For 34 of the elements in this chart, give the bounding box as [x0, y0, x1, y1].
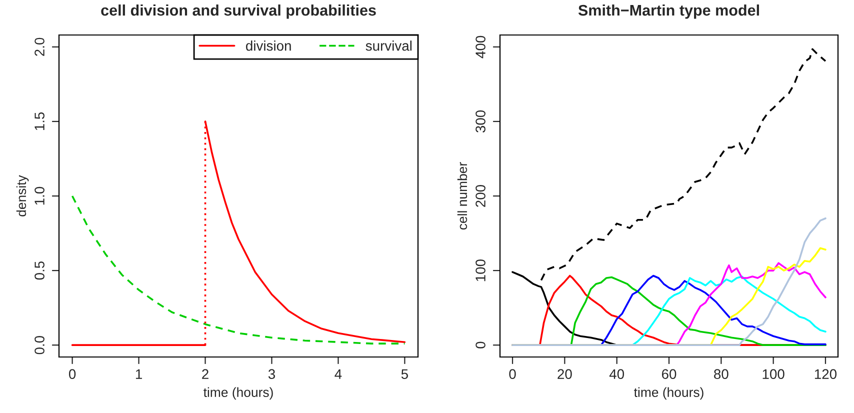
- chart-title: cell division and survival probabilities: [101, 4, 376, 19]
- legend-label: division: [246, 40, 291, 51]
- y-tick-label: 0: [476, 342, 486, 348]
- x-tick-label: 20: [558, 369, 572, 380]
- x-tick-label: 80: [714, 369, 728, 380]
- x-tick-label: 0: [509, 369, 516, 380]
- x-tick-label: 2: [202, 369, 208, 379]
- x-axis-title: time (hours): [204, 387, 273, 400]
- x-tick-label: 60: [662, 369, 676, 380]
- y-tick-label: 100: [476, 259, 486, 282]
- y-tick-label: 2.0: [34, 38, 44, 56]
- line-series: [71, 195, 406, 344]
- line-series: [512, 217, 826, 346]
- y-axis-title: cell number: [457, 162, 468, 230]
- y-axis-title: density: [16, 175, 29, 216]
- y-tick-label: 300: [476, 110, 486, 133]
- y-tick-label: 200: [476, 184, 486, 207]
- chart-title: Smith−Martin type model: [578, 4, 759, 19]
- x-tick-label: 5: [401, 369, 408, 380]
- x-tick-label: 100: [762, 369, 784, 380]
- y-tick-label: 1.5: [34, 112, 44, 130]
- x-axis-title: time (hours): [634, 387, 704, 400]
- x-tick-label: 120: [814, 369, 837, 380]
- y-tick-label: 0.0: [34, 336, 44, 354]
- y-tick-label: 0.5: [34, 261, 44, 280]
- legend-label: survival: [366, 40, 412, 51]
- y-tick-label: 1.0: [34, 186, 44, 205]
- y-tick-label: 400: [476, 36, 486, 58]
- x-tick-label: 0: [68, 369, 76, 380]
- line-series: [540, 48, 826, 282]
- x-tick-label: 1: [136, 369, 142, 379]
- x-tick-label: 40: [609, 369, 624, 380]
- x-tick-label: 3: [268, 369, 275, 380]
- x-tick-label: 4: [334, 369, 342, 379]
